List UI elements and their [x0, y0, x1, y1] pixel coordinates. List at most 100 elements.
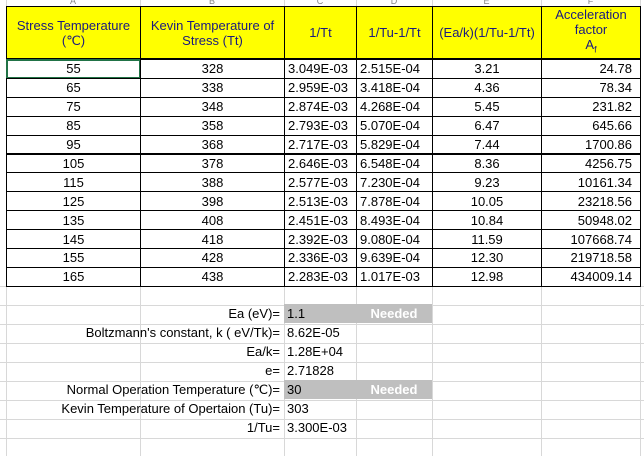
table-cell[interactable]: 5.070E-04: [356, 115, 433, 136]
table-cell[interactable]: 145: [6, 229, 141, 249]
table-cell[interactable]: 219718.58: [541, 248, 641, 268]
table-cell[interactable]: 23218.56: [541, 191, 641, 212]
table-cell[interactable]: 55: [6, 59, 141, 79]
table-cell[interactable]: 12.30: [432, 248, 542, 268]
table-cell[interactable]: 9.080E-04: [356, 229, 433, 249]
table-cell[interactable]: 4.36: [432, 77, 542, 98]
table-cell[interactable]: 2.959E-03: [284, 77, 357, 98]
parameter-label[interactable]: Kevin Temperature of Opertaion (Tu)=: [61, 401, 280, 416]
parameter-value[interactable]: 8.62E-05: [287, 325, 340, 340]
table-cell[interactable]: 328: [140, 59, 285, 79]
table-cell[interactable]: 398: [140, 191, 285, 212]
table-cell[interactable]: 2.717E-03: [284, 134, 357, 155]
table-cell[interactable]: 10161.34: [541, 172, 641, 193]
table-cell[interactable]: 358: [140, 115, 285, 136]
parameter-value[interactable]: 2.71828: [287, 363, 334, 378]
table-cell[interactable]: 4.268E-04: [356, 96, 433, 117]
table-cell[interactable]: 11.59: [432, 229, 542, 249]
table-cell[interactable]: 78.34: [541, 77, 641, 98]
table-cell[interactable]: 378: [140, 153, 285, 174]
table-cell[interactable]: 10.05: [432, 191, 542, 212]
parameter-value[interactable]: 303: [287, 401, 309, 416]
table-cell[interactable]: 24.78: [541, 59, 641, 79]
table-cell[interactable]: 408: [140, 210, 285, 231]
table-cell[interactable]: 428: [140, 248, 285, 268]
table-cell[interactable]: 434009.14: [541, 266, 641, 287]
table-cell[interactable]: 3.049E-03: [284, 59, 357, 79]
parameter-label[interactable]: Ea (eV)=: [228, 306, 280, 321]
header-subscript: f: [594, 44, 597, 55]
table-cell[interactable]: 7.230E-04: [356, 172, 433, 193]
parameter-label[interactable]: e=: [265, 363, 280, 378]
table-cell[interactable]: 645.66: [541, 115, 641, 136]
table-cell[interactable]: 418: [140, 229, 285, 249]
table-cell[interactable]: 2.392E-03: [284, 229, 357, 249]
header-text: Acceleration factor: [555, 7, 627, 38]
table-cell[interactable]: 8.36: [432, 153, 542, 174]
table-cell[interactable]: 105: [6, 153, 141, 174]
table-cell[interactable]: 231.82: [541, 96, 641, 117]
table-cell[interactable]: 5.45: [432, 96, 542, 117]
header-cell[interactable]: Stress Temperature (℃): [6, 6, 141, 59]
table-cell[interactable]: 2.793E-03: [284, 115, 357, 136]
gridline: [0, 324, 644, 325]
table-cell[interactable]: 3.418E-04: [356, 77, 433, 98]
table-cell[interactable]: 12.98: [432, 266, 542, 287]
table-cell[interactable]: 338: [140, 77, 285, 98]
parameter-note: Needed: [356, 304, 432, 323]
gridline: [0, 362, 644, 363]
parameter-value[interactable]: 1.1: [284, 304, 356, 323]
parameter-label[interactable]: 1/Tu=: [246, 420, 280, 435]
table-cell[interactable]: 2.874E-03: [284, 96, 357, 117]
table-cell[interactable]: 2.515E-04: [356, 59, 433, 79]
table-cell[interactable]: 85: [6, 115, 141, 136]
header-cell[interactable]: 1/Tt: [284, 6, 357, 59]
parameter-note: Needed: [356, 380, 432, 399]
header-cell[interactable]: Acceleration factor Af: [541, 6, 641, 59]
parameter-value[interactable]: 30: [284, 380, 356, 399]
table-cell[interactable]: 135: [6, 210, 141, 231]
table-cell[interactable]: 107668.74: [541, 229, 641, 249]
parameter-label[interactable]: Boltzmann's constant, k ( eV/Tk)=: [85, 325, 280, 340]
table-cell[interactable]: 4256.75: [541, 153, 641, 174]
table-cell[interactable]: 1.017E-03: [356, 266, 433, 287]
table-cell[interactable]: 7.878E-04: [356, 191, 433, 212]
table-cell[interactable]: 125: [6, 191, 141, 212]
table-cell[interactable]: 1700.86: [541, 134, 641, 155]
header-cell[interactable]: (Ea/k)(1/Tu-1/Tt): [432, 6, 542, 59]
table-cell[interactable]: 2.646E-03: [284, 153, 357, 174]
table-cell[interactable]: 438: [140, 266, 285, 287]
header-cell[interactable]: Kevin Temperature of Stress (Tt): [140, 6, 285, 59]
table-cell[interactable]: 6.47: [432, 115, 542, 136]
table-cell[interactable]: 5.829E-04: [356, 134, 433, 155]
header-cell[interactable]: 1/Tu-1/Tt: [356, 6, 433, 59]
table-cell[interactable]: 2.336E-03: [284, 248, 357, 268]
parameter-label[interactable]: Ea/k=: [246, 344, 280, 359]
table-cell[interactable]: 50948.02: [541, 210, 641, 231]
header-symbol: Af: [585, 37, 597, 55]
table-cell[interactable]: 9.23: [432, 172, 542, 193]
column-letter: D: [390, 0, 398, 6]
table-cell[interactable]: 2.577E-03: [284, 172, 357, 193]
table-cell[interactable]: 2.513E-03: [284, 191, 357, 212]
table-cell[interactable]: 155: [6, 248, 141, 268]
table-cell[interactable]: 115: [6, 172, 141, 193]
table-cell[interactable]: 10.84: [432, 210, 542, 231]
parameter-label[interactable]: Normal Operation Temperature (℃)=: [66, 381, 280, 397]
table-cell[interactable]: 9.639E-04: [356, 248, 433, 268]
table-cell[interactable]: 2.451E-03: [284, 210, 357, 231]
table-cell[interactable]: 7.44: [432, 134, 542, 155]
parameter-value[interactable]: 3.300E-03: [287, 420, 347, 435]
table-cell[interactable]: 2.283E-03: [284, 266, 357, 287]
table-cell[interactable]: 368: [140, 134, 285, 155]
parameter-value[interactable]: 1.28E+04: [287, 344, 344, 359]
table-cell[interactable]: 165: [6, 266, 141, 287]
table-cell[interactable]: 348: [140, 96, 285, 117]
table-cell[interactable]: 95: [6, 134, 141, 155]
table-cell[interactable]: 388: [140, 172, 285, 193]
table-cell[interactable]: 3.21: [432, 59, 542, 79]
table-cell[interactable]: 6.548E-04: [356, 153, 433, 174]
table-cell[interactable]: 65: [6, 77, 141, 98]
table-cell[interactable]: 8.493E-04: [356, 210, 433, 231]
table-cell[interactable]: 75: [6, 96, 141, 117]
